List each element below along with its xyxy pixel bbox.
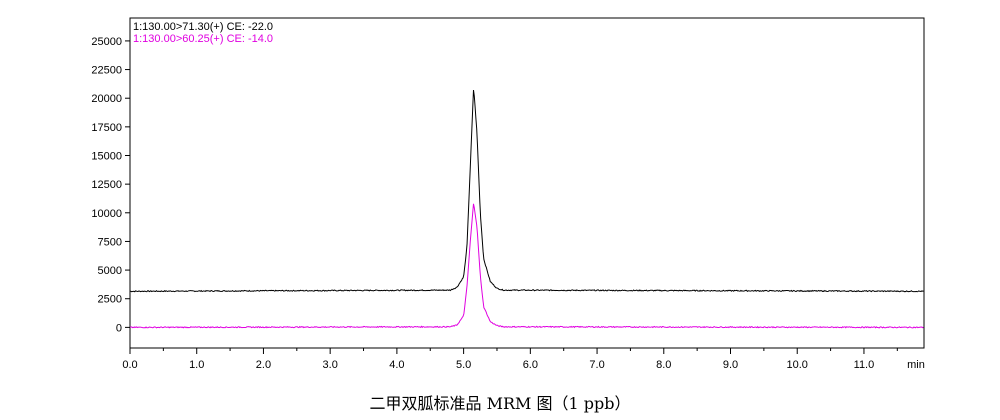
x-tick-label: 9.0	[723, 359, 738, 371]
y-tick-label: 2500	[98, 294, 122, 306]
plot-frame	[129, 17, 925, 349]
y-tick-label: 20000	[91, 93, 122, 105]
legend: 1:130.00>71.30(+) CE: -22.0 1:130.00>60.…	[133, 21, 273, 45]
x-tick-label: 3.0	[323, 359, 338, 371]
x-tick-label: 5.0	[456, 359, 471, 371]
y-tick-label: 7500	[98, 236, 122, 248]
y-tick-label: 12500	[91, 179, 122, 191]
x-tick-label: 4.0	[389, 359, 404, 371]
x-tick-label: 1.0	[189, 359, 204, 371]
y-tick-label: 0	[116, 322, 122, 334]
x-tick-label: 6.0	[523, 359, 538, 371]
x-tick-label: 7.0	[589, 359, 604, 371]
series-line-2	[129, 203, 924, 329]
y-tick-label: 10000	[91, 208, 122, 220]
x-unit-label: min	[907, 359, 925, 371]
x-tick-label: 11.0	[854, 359, 875, 371]
y-tick-label: 25000	[91, 36, 122, 48]
x-tick-label: 8.0	[656, 359, 671, 371]
y-tick-label: 5000	[98, 265, 122, 277]
legend-entry-series-1: 1:130.00>71.30(+) CE: -22.0	[133, 21, 273, 33]
y-axis: 0 2500 5000 7500 10000 12500 15000 17500 20000 22…	[91, 36, 130, 334]
x-tick-label: 0.0	[122, 359, 137, 371]
y-tick-label: 22500	[91, 65, 122, 77]
figure-caption: 二甲双胍标准品 MRM 图（1 ppb）	[369, 394, 631, 413]
series-line-1	[129, 89, 924, 293]
y-tick-label: 15000	[91, 151, 122, 163]
chromatogram-chart: 0 2500 5000 7500 10000 12500 15000 17500 20000 22…	[91, 17, 925, 371]
x-tick-label: 10.0	[787, 359, 808, 371]
series-layer	[129, 89, 924, 329]
y-tick-label: 17500	[91, 122, 122, 134]
x-tick-label: 2.0	[256, 359, 271, 371]
legend-entry-series-2: 1:130.00>60.25(+) CE: -14.0	[133, 33, 273, 45]
x-axis: 0.0 1.0 2.0 3.0 4.0 5.0 6.0 7.0 8.0 9.0 10.0 11.0 mi…	[122, 348, 925, 371]
